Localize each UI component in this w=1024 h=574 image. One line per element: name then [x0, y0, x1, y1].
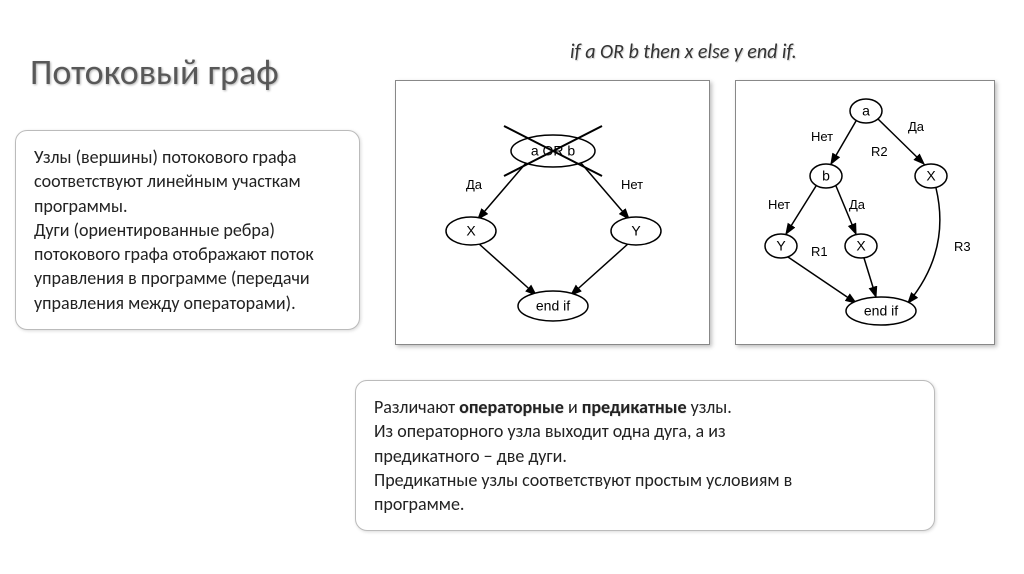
- description-box-2: Различают операторные и предикатные узлы…: [355, 380, 935, 531]
- text-line: узлы.: [687, 396, 732, 418]
- edge-label: Да: [849, 197, 866, 212]
- node-label: a: [862, 103, 870, 119]
- text-line: предикатного − две дуги.: [374, 445, 567, 467]
- text-line: Дуги (ориентированные ребра): [34, 219, 275, 241]
- edge: [831, 121, 856, 164]
- text-line: потокового графа отображают поток: [34, 243, 314, 265]
- edge: [788, 257, 856, 303]
- text-line: программе.: [374, 493, 464, 515]
- text-line: Из операторного узла выходит одна дуга, …: [374, 420, 726, 442]
- text-line: Предикатные узлы соответствуют простым у…: [374, 469, 792, 491]
- edge: [571, 243, 629, 295]
- text-line: управления в программе (передачи: [34, 267, 310, 289]
- text-line: соответствуют линейным участкам: [34, 170, 301, 192]
- text-line: и: [564, 396, 582, 418]
- edge: [786, 186, 816, 234]
- description-box-1: Узлы (вершины) потокового графа соответс…: [15, 130, 360, 330]
- edge: [478, 163, 526, 219]
- edge: [864, 258, 876, 297]
- edge-label: Да: [908, 119, 925, 134]
- bold-operator: операторные: [459, 396, 564, 418]
- text-line: Различают: [374, 396, 459, 418]
- node-label: end if: [536, 298, 570, 314]
- node-label: X: [856, 238, 866, 254]
- node-label: Y: [631, 223, 641, 239]
- flowchart-left: a OR b X Y end if Да Нет: [395, 80, 710, 345]
- flowchart-svg-2: a b X Y X end if Нет Да Нет Да R1 R2 R3: [736, 81, 996, 346]
- region-label: R3: [954, 239, 971, 254]
- edge-label: Нет: [621, 177, 643, 192]
- region-label: R1: [811, 244, 828, 259]
- edge: [908, 188, 940, 303]
- page-title: Потоковый граф: [30, 50, 279, 94]
- region-label: R2: [871, 144, 888, 159]
- bold-predicate: предикатные: [582, 396, 687, 418]
- node-label: X: [926, 168, 936, 184]
- text-line: Узлы (вершины) потокового графа: [34, 146, 296, 168]
- edge-label: Нет: [768, 197, 790, 212]
- code-expression: if a OR b then x else y end if.: [570, 40, 797, 64]
- node-label: end if: [864, 303, 898, 319]
- flowchart-svg-1: a OR b X Y end if Да Нет: [396, 81, 711, 346]
- flowchart-right: a b X Y X end if Нет Да Нет Да R1 R2 R3: [735, 80, 995, 345]
- edge-label: Да: [466, 177, 483, 192]
- text-line: программы.: [34, 195, 128, 217]
- node-label: b: [822, 168, 830, 184]
- text-line: управления между операторами).: [34, 292, 296, 314]
- node-label: Y: [776, 238, 786, 254]
- node-label: X: [466, 223, 476, 239]
- edge: [478, 243, 536, 295]
- edge-label: Нет: [811, 129, 833, 144]
